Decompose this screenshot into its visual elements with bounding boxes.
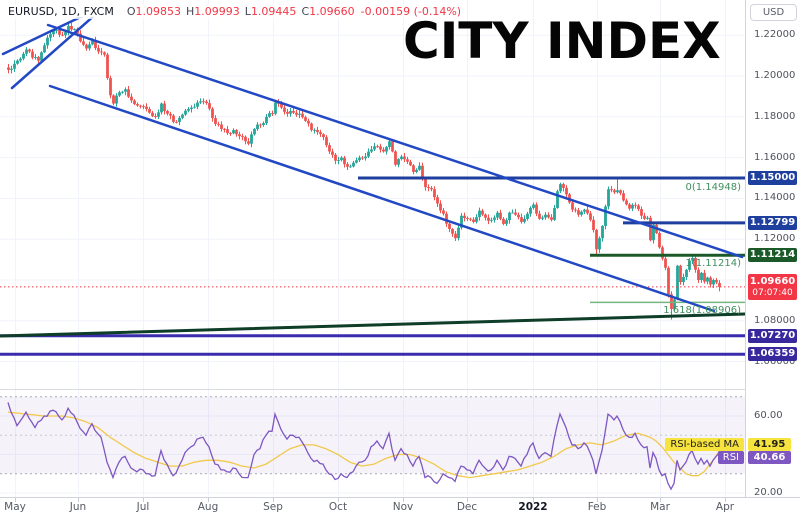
- time-tick: [725, 498, 726, 502]
- time-tick: [660, 498, 661, 502]
- rsi-tick: 20.00: [754, 487, 783, 498]
- time-axis-panel[interactable]: May Jun Jul Aug Sep Oct Nov Dec 2022 Feb Mar Apr: [0, 497, 800, 514]
- rsi-band: [0, 396, 745, 475]
- price-axis-panel[interactable]: USD 1.22000 1.20000 1.18000 1.16000 1.14000 1…: [745, 0, 800, 514]
- rsi-tick: 60.00: [754, 410, 783, 421]
- fib-label: 0(1.14948): [685, 182, 741, 194]
- symbol-legend: EURUSD, 1D, FXCM O1.09853 H1.09993 L1.09445…: [8, 4, 466, 19]
- gridlines: [0, 0, 745, 497]
- time-tick: [15, 498, 16, 502]
- time-tick: [403, 498, 404, 502]
- price-tick: 1.22000: [754, 29, 796, 41]
- close-label: C: [301, 5, 310, 18]
- high-label: H: [186, 5, 195, 18]
- ascending-wedge-lower[interactable]: [10, 7, 104, 90]
- time-tick: [208, 498, 209, 502]
- price-badge-1.12799: 1.12799: [748, 215, 797, 230]
- price-tick: 1.14000: [754, 192, 796, 204]
- price-tick: 1.18000: [754, 110, 796, 122]
- descending-channel-lower[interactable]: [48, 84, 716, 313]
- month-label-Apr: Apr: [715, 501, 735, 513]
- time-tick: [467, 498, 468, 502]
- bar-countdown: 07:07:40: [752, 287, 793, 298]
- month-label-2022: 2022: [518, 501, 548, 513]
- month-label-Sep: Sep: [263, 501, 283, 513]
- price-badge-1.09660: 1.09660 07:07:40: [748, 273, 797, 300]
- month-label-May: May: [4, 501, 26, 513]
- low-label: L: [244, 5, 251, 18]
- open-value: 1.09853: [135, 5, 182, 18]
- month-label-Dec: Dec: [456, 501, 478, 513]
- price-tick: 1.20000: [754, 70, 796, 81]
- month-label-Aug: Aug: [197, 501, 219, 513]
- price-badge-1.11214: 1.11214: [748, 248, 797, 263]
- time-tick: [338, 498, 339, 502]
- time-tick: [273, 498, 274, 502]
- rsi-ma-line: [7, 411, 720, 479]
- high-value: 1.09993: [194, 5, 240, 18]
- long-term-support[interactable]: [0, 312, 745, 338]
- rsi-line: [7, 402, 720, 491]
- horizontal-levels[interactable]: [0, 176, 745, 356]
- descending-channel-upper[interactable]: [46, 23, 744, 259]
- month-label-Jun: Jun: [69, 501, 87, 513]
- rsi-label: RSI: [717, 451, 744, 464]
- time-tick: [533, 498, 534, 502]
- month-label-Feb: Feb: [587, 501, 607, 513]
- price-tick: 1.16000: [754, 151, 796, 163]
- currency-toggle-button[interactable]: USD: [750, 4, 797, 21]
- city-index-logo: CITY INDEX: [403, 12, 721, 70]
- candlestick-series: [7, 21, 721, 320]
- month-label-Mar: Mar: [650, 501, 670, 513]
- month-label-Jul: Jul: [136, 501, 150, 513]
- month-label-Nov: Nov: [392, 501, 414, 513]
- rsi-ma-label: RSI-based MA: [665, 438, 744, 451]
- time-tick: [597, 498, 598, 502]
- symbol-title: EURUSD, 1D, FXCM: [8, 5, 114, 18]
- open-label: O: [126, 5, 136, 18]
- month-label-Oct: Oct: [328, 501, 348, 513]
- time-tick: [78, 498, 79, 502]
- price-tick: 1.06000: [754, 355, 796, 367]
- rsi-ma-value-badge: 41.95: [748, 438, 791, 451]
- price-badge-1.07270: 1.07270: [748, 328, 797, 343]
- trendlines[interactable]: [0, 2, 745, 338]
- time-tick: [143, 498, 144, 502]
- change-value: -0.00159 (-0.14%): [360, 5, 462, 18]
- low-value: 1.09445: [250, 5, 297, 18]
- price-tick: 1.08000: [754, 314, 796, 326]
- close-value: 1.09660: [309, 5, 355, 18]
- fib-label: 1(1.11214): [685, 258, 741, 270]
- rsi-plot: [7, 402, 720, 491]
- fib-label: 1.618(1.08906): [663, 305, 741, 317]
- price-badge-1.06359: 1.06359: [748, 347, 797, 362]
- price-tick: 1.12000: [754, 233, 796, 245]
- rsi-value-badge: 40.66: [748, 451, 791, 464]
- price-badge-1.15000: 1.15000: [748, 171, 797, 185]
